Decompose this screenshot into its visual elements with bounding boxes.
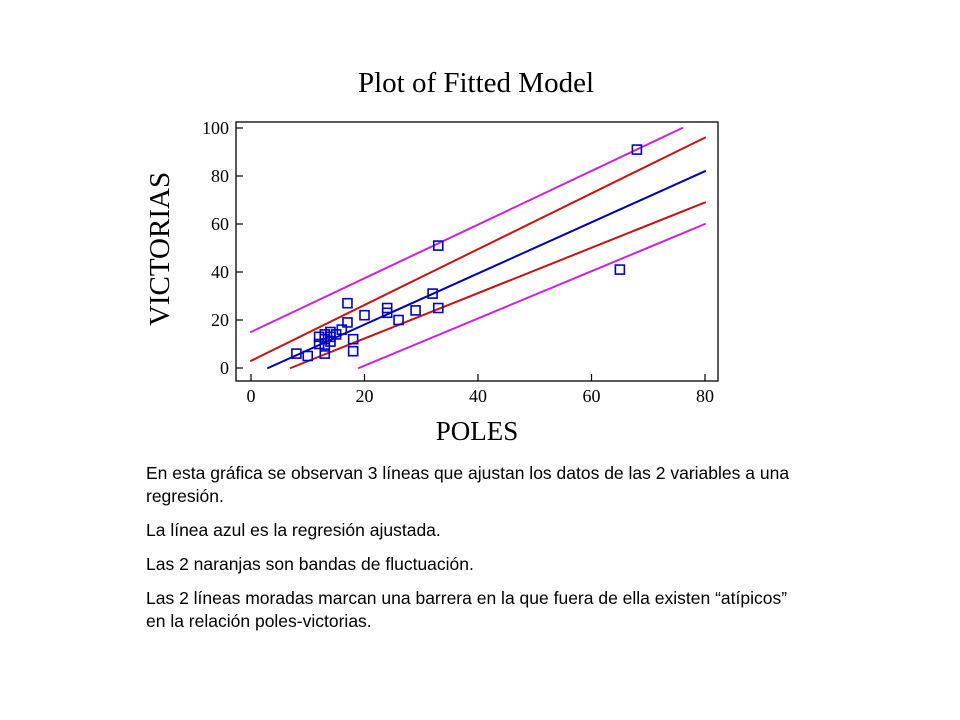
data-point (410, 305, 421, 316)
data-point (432, 240, 444, 251)
x-tick-label: 20 (356, 386, 374, 406)
chart-title: Plot of Fitted Model (358, 67, 594, 99)
data-point (291, 348, 302, 359)
y-tick-label: 40 (211, 262, 229, 282)
data-point (381, 307, 393, 319)
line-prediction-upper (250, 127, 684, 333)
data-point (342, 317, 353, 328)
x-tick-label: 80 (696, 386, 714, 406)
y-tick-label: 0 (220, 358, 229, 378)
data-point (631, 144, 643, 155)
note-purple-lines: Las 2 líneas moradas marcan una barrera … (146, 588, 788, 631)
data-point (427, 288, 438, 299)
note-orange-bands: Las 2 naranjas son bandas de fluctuación… (146, 554, 474, 574)
data-point (319, 348, 331, 359)
data-point (325, 336, 336, 347)
line-confidence-lower (289, 201, 706, 369)
data-point (347, 345, 359, 357)
x-tick-label: 0 (247, 386, 256, 406)
data-point (359, 309, 370, 321)
x-tick-label: 40 (469, 386, 487, 406)
data-point (432, 302, 444, 314)
y-tick-label: 100 (202, 118, 229, 138)
note-lines-description: En esta gráfica se observan 3 líneas que… (146, 463, 790, 506)
line-prediction-lower (357, 223, 706, 369)
data-point (393, 314, 404, 326)
y-tick-label: 20 (211, 310, 229, 330)
data-point (319, 333, 331, 345)
data-point (302, 350, 314, 362)
data-point (347, 333, 359, 345)
data-point (342, 297, 353, 309)
plot-frame (235, 121, 719, 382)
y-tick-label: 80 (211, 166, 229, 186)
note-blue-line: La línea azul es la regresión ajustada. (146, 520, 441, 540)
y-axis-label: VICTORIAS (144, 172, 176, 326)
line-confidence-upper (250, 136, 706, 362)
x-tick-label: 60 (583, 386, 601, 406)
data-point (313, 331, 325, 343)
y-tick-label: 60 (211, 214, 229, 234)
explanation-text: En esta gráfica se observan 3 líneas que… (146, 462, 806, 644)
fitted-model-chart: Plot of Fitted Model VICTORIAS POLES 0 20… (144, 67, 719, 446)
x-axis-label: POLES (436, 416, 519, 446)
data-point (336, 324, 348, 335)
plot-area: 0 20 40 60 80 100 0 20 40 60 80 (202, 118, 719, 406)
data-point (614, 264, 626, 275)
